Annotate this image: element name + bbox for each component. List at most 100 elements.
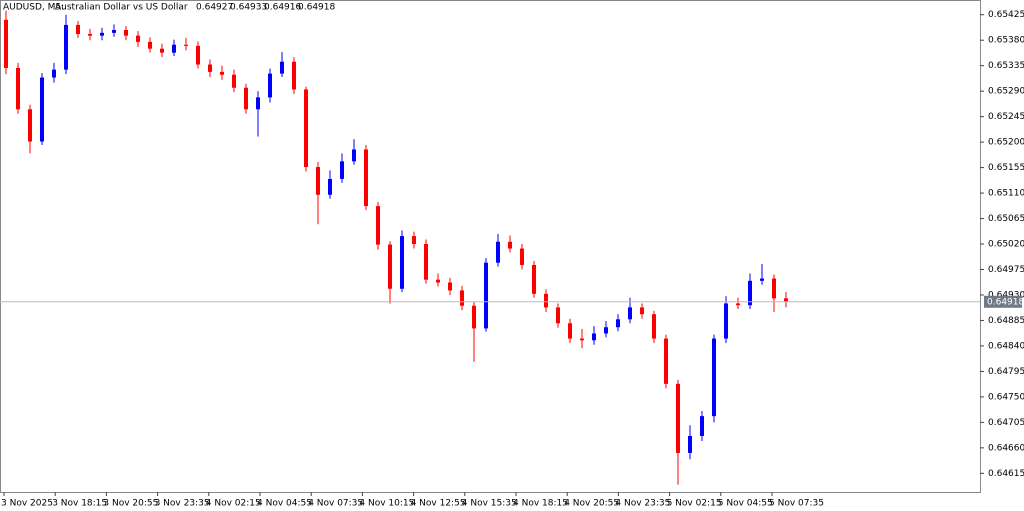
candle-body — [256, 97, 260, 110]
candle-body — [556, 307, 560, 324]
y-tick-label: 0.64615 — [988, 469, 1024, 479]
description: Australian Dollar vs US Dollar — [55, 3, 188, 13]
candle-body — [736, 303, 740, 306]
x-tick-label: 4 Nov 20:55 — [564, 499, 619, 509]
y-tick-label: 0.64840 — [988, 341, 1024, 351]
y-tick-label: 0.65245 — [988, 112, 1024, 122]
candle-body — [136, 35, 140, 42]
candle-body — [376, 206, 380, 245]
candle-body — [4, 19, 8, 68]
candle-body — [592, 333, 596, 341]
candle-body — [676, 383, 680, 453]
candle-body — [160, 48, 164, 53]
x-tick-label: 4 Nov 12:55 — [411, 499, 466, 509]
candle-body — [544, 293, 548, 308]
candle-body — [448, 282, 452, 291]
candle-body — [148, 41, 152, 49]
candle-body — [124, 30, 128, 36]
x-tick-label: 5 Nov 07:35 — [769, 499, 824, 509]
candle-body — [748, 280, 752, 306]
candle-body — [328, 178, 332, 195]
candle-body — [232, 74, 236, 88]
candle-body — [520, 248, 524, 265]
candle-body — [100, 32, 104, 36]
candle-body — [52, 69, 56, 78]
candle-body — [508, 241, 512, 249]
y-tick-label: 0.64885 — [988, 316, 1024, 326]
candle-body — [424, 244, 428, 280]
candle-body — [400, 236, 404, 289]
candle-body — [340, 161, 344, 179]
candle-body — [640, 307, 644, 315]
y-tick-label: 0.65020 — [988, 240, 1024, 250]
candle-body — [40, 77, 44, 142]
candle-body — [472, 305, 476, 329]
x-tick-label: 3 Nov 18:15 — [52, 499, 107, 509]
candle-body — [208, 64, 212, 72]
plot-frame — [0, 0, 981, 493]
y-tick-label: 0.65065 — [988, 214, 1024, 224]
candle-body — [352, 149, 356, 162]
candle-body — [688, 435, 692, 453]
ohlc-low: 0.64916 — [264, 3, 301, 13]
candle-body — [532, 264, 536, 294]
x-tick-label: 3 Nov 23:35 — [155, 499, 210, 509]
y-tick-label: 0.65425 — [988, 10, 1024, 20]
candle-body — [712, 338, 716, 417]
price-label-box — [984, 295, 1022, 308]
candle-body — [388, 244, 392, 289]
x-tick-label: 4 Nov 18:15 — [513, 499, 568, 509]
x-tick-label: 4 Nov 04:55 — [257, 499, 312, 509]
candle-body — [496, 241, 500, 263]
price-label: 0.64918 — [987, 297, 1024, 307]
x-tick-label: 5 Nov 02:15 — [667, 499, 722, 509]
candle-body — [484, 262, 488, 329]
candle-body — [628, 307, 632, 320]
y-tick-label: 0.65290 — [988, 87, 1024, 97]
candle-body — [568, 323, 572, 339]
x-tick-label: 5 Nov 04:55 — [718, 499, 773, 509]
candle-body — [88, 33, 92, 36]
candle-body — [460, 290, 464, 306]
candle-body — [652, 314, 656, 339]
candle-body — [616, 319, 620, 328]
candle-body — [772, 278, 776, 299]
candle-body — [184, 44, 188, 46]
candle-body — [172, 44, 176, 53]
candle-body — [304, 89, 308, 168]
candle-body — [64, 24, 68, 70]
y-tick-label: 0.64975 — [988, 265, 1024, 275]
candle-body — [280, 61, 284, 74]
y-tick-label: 0.65110 — [988, 189, 1024, 199]
candle-body — [724, 303, 728, 339]
x-tick-label: 4 Nov 10:15 — [359, 499, 414, 509]
candle-body — [292, 61, 296, 90]
candle-body — [412, 236, 416, 245]
candle-body — [784, 298, 788, 302]
y-tick-label: 0.64930 — [988, 290, 1024, 300]
candle-body — [580, 338, 584, 341]
y-tick-label: 0.65200 — [988, 138, 1024, 148]
y-tick-label: 0.64660 — [988, 443, 1024, 453]
candle-body — [316, 167, 320, 195]
x-tick-label: 4 Nov 07:35 — [308, 499, 363, 509]
candle-body — [604, 327, 608, 334]
x-tick-label: 3 Nov 20:55 — [103, 499, 158, 509]
x-tick-label: 4 Nov 15:35 — [462, 499, 517, 509]
candle-body — [220, 71, 224, 75]
symbol: AUDUSD, M5: — [3, 3, 64, 13]
candle-body — [196, 45, 200, 65]
candle-body — [16, 67, 20, 110]
candle-body — [364, 149, 368, 207]
candle-body — [700, 416, 704, 436]
candle-body — [268, 73, 272, 98]
candle-body — [244, 87, 248, 110]
y-tick-label: 0.64705 — [988, 418, 1024, 428]
candle-body — [76, 24, 80, 34]
ohlc-open: 0.64927 — [196, 3, 233, 13]
y-tick-label: 0.64750 — [988, 392, 1024, 402]
x-tick-label: 4 Nov 23:35 — [615, 499, 670, 509]
y-tick-label: 0.64795 — [988, 367, 1024, 377]
